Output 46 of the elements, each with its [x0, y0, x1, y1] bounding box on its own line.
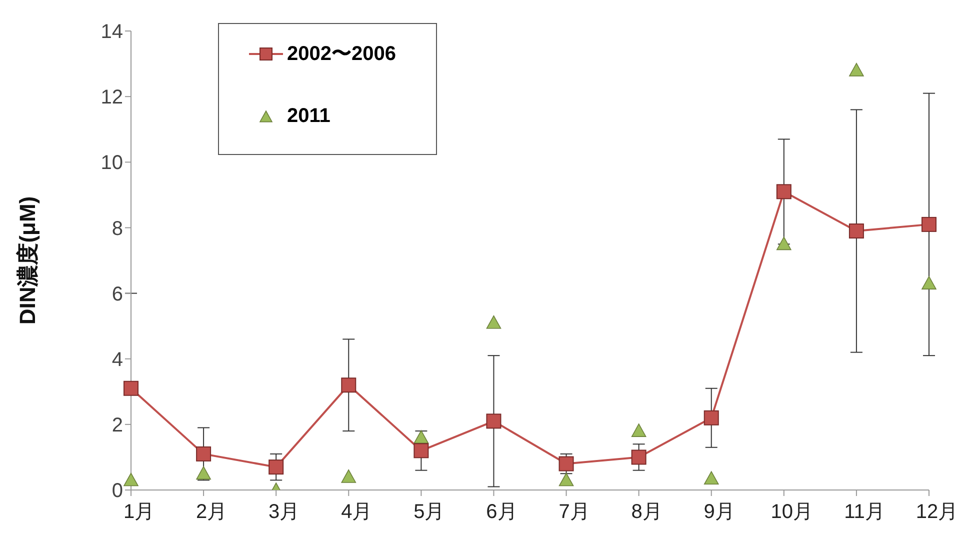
- x-tick-label: 3月: [268, 501, 300, 524]
- y-tick-label: 4: [112, 348, 123, 371]
- x-tick-label: 11月: [844, 501, 885, 524]
- point: [558, 456, 574, 472]
- x-tick-label: 8月: [631, 501, 662, 524]
- point: [631, 424, 646, 437]
- y-tick-label: 12: [100, 86, 123, 109]
- x-tick-label: 12月: [916, 501, 958, 524]
- point: [341, 378, 356, 393]
- x-tick-label: 10月: [770, 501, 814, 524]
- point: [341, 469, 356, 483]
- y-tick-label: 0: [112, 480, 123, 502]
- point: [486, 414, 502, 429]
- x-tick-label: 2月: [196, 501, 228, 524]
- point: [776, 236, 792, 250]
- point: [414, 430, 429, 444]
- x-tick-label: 5月: [414, 501, 445, 524]
- point: [704, 471, 719, 485]
- point: [776, 184, 792, 200]
- point: [922, 216, 936, 232]
- point: [124, 380, 138, 396]
- point: [704, 410, 719, 426]
- y-tick-label: 6: [112, 283, 123, 306]
- x-tick-label: 7月: [558, 501, 590, 524]
- x-tick-label: 4月: [341, 501, 372, 524]
- x-tick-label: 6月: [486, 501, 518, 524]
- x-tick-label: 9月: [704, 501, 735, 524]
- point: [196, 446, 212, 462]
- point: [486, 315, 502, 329]
- point: [124, 472, 138, 486]
- y-tick-label: 10: [100, 152, 123, 174]
- legend-label: 2002〜2006: [287, 42, 396, 67]
- point: [922, 276, 936, 290]
- legend-label: 2011: [287, 105, 330, 128]
- x-tick-label: 1月: [123, 501, 155, 524]
- point: [631, 450, 646, 465]
- point: [414, 443, 429, 458]
- y-tick-label: 2: [112, 414, 123, 437]
- point: [848, 223, 864, 238]
- point: [268, 460, 284, 475]
- y-tick-label: 8: [112, 218, 123, 240]
- point: [196, 466, 211, 480]
- point: [849, 62, 864, 76]
- y-axis-title: DIN濃度(μM): [14, 196, 40, 325]
- y-tick-label: 14: [100, 21, 123, 44]
- point: [558, 472, 574, 486]
